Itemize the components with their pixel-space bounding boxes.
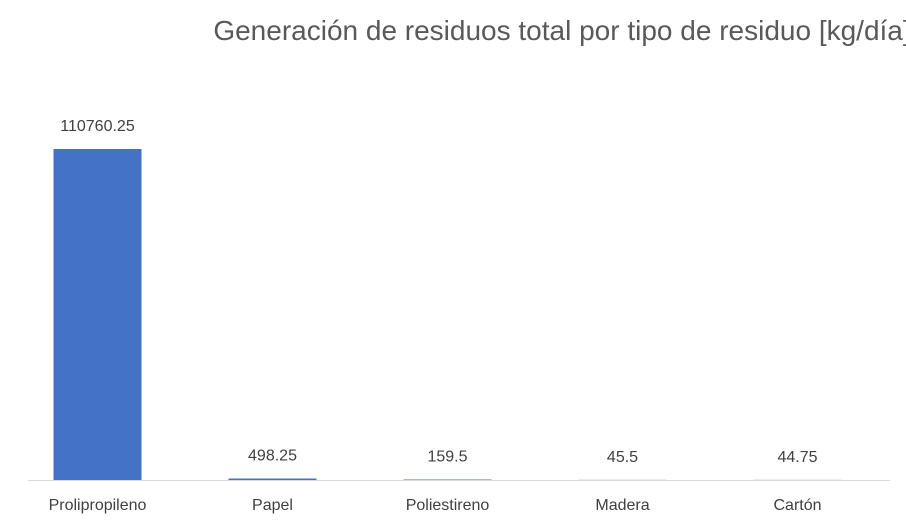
value-label: 45.5	[607, 449, 638, 466]
x-tick-label: Papel	[252, 497, 293, 514]
value-label: 159.5	[427, 449, 467, 466]
value-label: 110760.25	[60, 118, 135, 135]
chart-title: Generación de residuos total por tipo de…	[213, 15, 906, 46]
x-tick-label: Poliestireno	[406, 497, 490, 514]
x-tick-label: Prolipropileno	[49, 497, 147, 514]
bar	[228, 478, 317, 480]
bar	[53, 149, 142, 480]
value-label: 44.75	[777, 449, 817, 466]
x-tick-label: Cartón	[773, 497, 821, 514]
x-tick-label: Madera	[595, 497, 649, 514]
value-label: 498.25	[248, 448, 297, 465]
